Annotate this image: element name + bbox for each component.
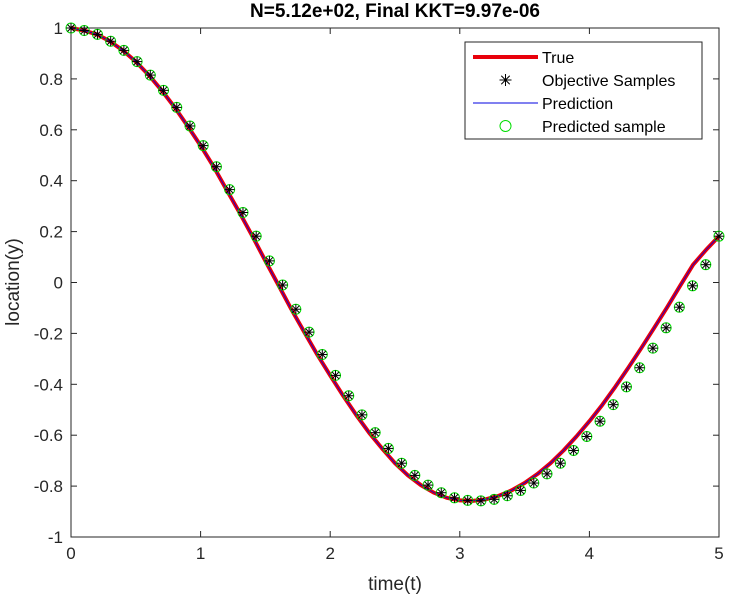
x-tick-label: 2 xyxy=(325,544,334,563)
objective-sample-point xyxy=(542,468,553,479)
x-tick-label: 0 xyxy=(66,544,75,563)
series-prediction-line xyxy=(70,27,720,502)
objective-sample-point xyxy=(423,480,434,491)
objective-sample-point xyxy=(370,427,381,438)
x-tick-label: 1 xyxy=(196,544,205,563)
legend-label: True xyxy=(542,50,574,67)
objective-sample-point xyxy=(515,485,526,496)
legend-label: Prediction xyxy=(542,96,613,113)
objective-sample-point xyxy=(237,207,248,218)
y-tick-label: -0.6 xyxy=(34,426,63,445)
y-tick-label: 0.8 xyxy=(39,70,63,89)
objective-sample-point xyxy=(462,495,473,506)
objective-sample-point xyxy=(568,445,579,456)
x-tick-label: 5 xyxy=(714,544,723,563)
legend-label: Predicted sample xyxy=(542,119,666,136)
objective-sample-point xyxy=(621,381,632,392)
y-tick-label: -0.8 xyxy=(34,477,63,496)
objective-sample-point xyxy=(171,102,182,113)
y-tick-label: 0.6 xyxy=(39,121,63,140)
legend-swatch-objective-samples xyxy=(499,74,512,86)
objective-sample-point xyxy=(700,259,711,270)
objective-sample-point xyxy=(330,370,341,381)
objective-sample-point xyxy=(356,409,367,420)
objective-sample-point xyxy=(118,45,129,56)
objective-sample-point xyxy=(158,85,169,96)
y-tick-label: 0 xyxy=(54,274,63,293)
objective-sample-point xyxy=(132,56,143,67)
legend-swatch-predicted-sample xyxy=(499,120,512,132)
objective-sample-point xyxy=(528,478,539,489)
y-tick-label: -1 xyxy=(48,528,63,547)
objective-sample-point xyxy=(277,280,288,291)
y-tick-label: -0.4 xyxy=(34,375,63,394)
legend-label: Objective Samples xyxy=(542,73,675,90)
objective-sample-point xyxy=(383,443,394,454)
objective-sample-point xyxy=(687,280,698,291)
objective-sample-point xyxy=(92,29,103,40)
y-tick-label: 0.2 xyxy=(39,223,63,242)
objective-sample-point xyxy=(343,390,354,401)
objective-sample-point xyxy=(211,161,222,172)
objective-sample-point xyxy=(555,458,566,469)
objective-sample-point xyxy=(647,343,658,354)
objective-sample-point xyxy=(595,416,606,427)
y-tick-label: 0.4 xyxy=(39,172,63,191)
objective-sample-point xyxy=(674,302,685,313)
objective-sample-point xyxy=(396,458,407,469)
objective-sample-point xyxy=(581,431,592,442)
objective-sample-point xyxy=(145,70,156,81)
objective-sample-point xyxy=(224,184,235,195)
plot-area: 0 1 2 3 4 5 -1 -0.8 -0.6 -0.4 -0.2 0 0.2 0.4 0.6 0.8 1 xyxy=(34,19,725,563)
y-tick-label: 1 xyxy=(54,19,63,38)
legend: True Objective Samples Prediction Predicted… xyxy=(464,41,703,140)
objective-sample-point xyxy=(105,36,116,47)
x-axis-label: time(t) xyxy=(368,574,422,595)
objective-sample-point xyxy=(449,492,460,503)
objective-sample-point xyxy=(475,495,486,506)
objective-sample-point xyxy=(79,25,90,36)
objective-sample-point xyxy=(661,322,672,333)
objective-sample-point xyxy=(290,304,301,315)
y-axis-label: location(y) xyxy=(3,238,24,326)
objective-sample-point xyxy=(304,327,315,338)
objective-sample-point xyxy=(502,490,513,501)
objective-sample-point xyxy=(634,362,645,373)
objective-sample-point xyxy=(198,140,209,151)
x-tick-label: 4 xyxy=(585,544,594,563)
objective-sample-point xyxy=(184,120,195,131)
objective-sample-point xyxy=(436,487,447,498)
y-tick-label: -0.2 xyxy=(34,324,63,343)
objective-sample-point xyxy=(608,399,619,410)
chart-title: N=5.12e+02, Final KKT=9.97e-06 xyxy=(250,1,540,22)
objective-sample-point xyxy=(489,494,500,505)
x-tick-label: 3 xyxy=(455,544,464,563)
objective-sample-point xyxy=(317,349,328,360)
objective-sample-point xyxy=(251,231,262,242)
objective-sample-point xyxy=(264,255,275,266)
objective-sample-point xyxy=(409,470,420,481)
objective-sample-point xyxy=(714,231,724,242)
objective-sample-point xyxy=(66,23,76,33)
